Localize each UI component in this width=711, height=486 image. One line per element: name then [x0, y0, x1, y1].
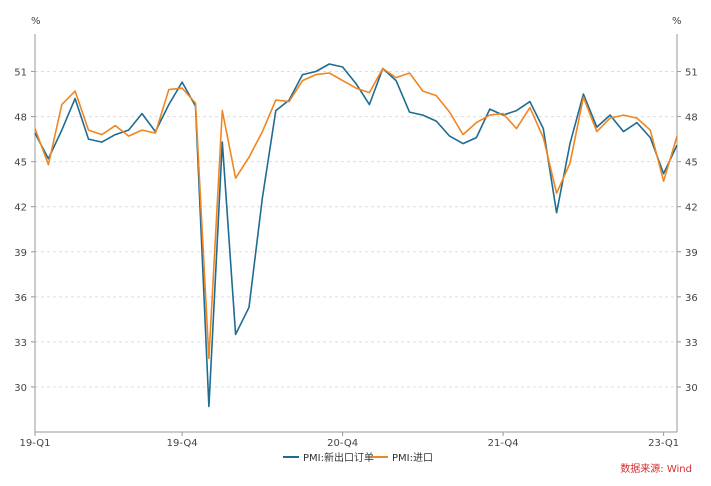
- legend: PMI:新出口订单 PMI:进口: [283, 451, 433, 464]
- legend-label-imports: PMI:进口: [392, 452, 433, 464]
- left-y-tick-label: 45: [14, 158, 27, 169]
- right-y-tick-label: 39: [685, 248, 698, 259]
- right-y-tick-label: 42: [685, 203, 698, 214]
- right-y-tick-label: 48: [685, 113, 698, 124]
- x-tick-labels: 19-Q1 19-Q4 20-Q4 21-Q4 23-Q1: [20, 432, 679, 449]
- left-y-tick-label: 30: [14, 383, 27, 394]
- right-y-tick-label: 33: [685, 338, 698, 349]
- left-y-tick-label: 33: [14, 338, 27, 349]
- legend-label-new-export-orders: PMI:新出口订单: [303, 451, 374, 464]
- right-y-tick-labels: 30 33 36 39 42 45 48 51: [677, 68, 698, 394]
- x-tick-label: 23-Q1: [648, 438, 679, 449]
- axes: % %: [31, 16, 682, 433]
- series-line-imports: [34, 67, 678, 360]
- right-y-tick-label: 51: [685, 68, 698, 79]
- x-tick-label: 21-Q4: [488, 438, 519, 449]
- x-tick-label: 20-Q4: [327, 438, 358, 449]
- right-y-tick-label: 45: [685, 158, 698, 169]
- data-source-note: 数据来源: Wind: [620, 462, 692, 475]
- left-y-tick-label: 39: [14, 248, 27, 259]
- left-y-tick-labels: 30 33 36 39 42 45 48 51: [14, 68, 35, 394]
- right-y-tick-label: 36: [685, 293, 698, 304]
- series-lines: [34, 63, 678, 408]
- left-y-tick-label: 42: [14, 203, 27, 214]
- x-tick-label: 19-Q1: [20, 438, 51, 449]
- gridlines: [35, 71, 677, 388]
- right-axis-unit: %: [672, 16, 682, 27]
- series-line-new-export-orders: [34, 63, 678, 408]
- left-y-tick-label: 51: [14, 68, 27, 79]
- left-y-tick-label: 36: [14, 293, 27, 304]
- x-tick-label: 19-Q4: [167, 438, 198, 449]
- right-y-tick-label: 30: [685, 383, 698, 394]
- left-axis-unit: %: [31, 16, 41, 27]
- left-y-tick-label: 48: [14, 113, 27, 124]
